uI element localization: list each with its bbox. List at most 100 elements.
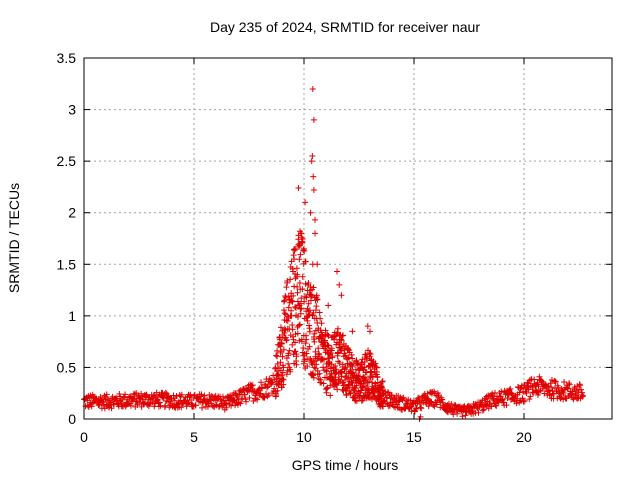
- data-point: [385, 403, 392, 410]
- data-point: [310, 173, 317, 180]
- data-point: [347, 390, 354, 397]
- data-point: [108, 405, 115, 412]
- data-point: [364, 323, 371, 330]
- data-point: [367, 351, 374, 358]
- data-point: [322, 327, 329, 334]
- data-point: [379, 378, 386, 385]
- data-point: [280, 381, 287, 388]
- data-point: [264, 393, 271, 400]
- data-point: [509, 392, 516, 399]
- data-point: [192, 402, 199, 409]
- data-point: [347, 389, 354, 396]
- data-point: [277, 359, 284, 366]
- data-point: [295, 243, 302, 250]
- data-point: [338, 347, 345, 354]
- data-point: [516, 389, 523, 396]
- data-point: [353, 382, 360, 389]
- data-point: [433, 401, 440, 408]
- data-point: [362, 376, 369, 383]
- data-point: [561, 379, 568, 386]
- data-point: [394, 401, 401, 408]
- data-point: [342, 364, 349, 371]
- data-point: [248, 382, 255, 389]
- data-point: [302, 199, 309, 206]
- data-point: [300, 344, 307, 351]
- y-tick-label: 3: [68, 102, 76, 118]
- data-point: [284, 367, 291, 374]
- data-point: [198, 391, 205, 398]
- data-point: [336, 281, 343, 288]
- data-point: [566, 381, 573, 388]
- x-tick-label: 5: [190, 429, 198, 445]
- x-tick-label: 20: [516, 429, 532, 445]
- data-point: [356, 392, 363, 399]
- data-point: [307, 209, 314, 216]
- data-point: [448, 400, 455, 407]
- data-point: [239, 395, 246, 402]
- data-point: [535, 383, 542, 390]
- y-tick-label: 0: [68, 411, 76, 427]
- data-point: [285, 352, 292, 359]
- data-point: [293, 353, 300, 360]
- data-point: [329, 354, 336, 361]
- data-point: [301, 356, 308, 363]
- data-point: [274, 387, 281, 394]
- data-point: [263, 384, 270, 391]
- data-point: [349, 363, 356, 370]
- data-point: [310, 309, 317, 316]
- data-point: [536, 373, 543, 380]
- data-point: [311, 330, 318, 337]
- data-point: [293, 361, 300, 368]
- data-point: [297, 306, 304, 313]
- data-point: [342, 374, 349, 381]
- y-tick-label: 1: [68, 308, 76, 324]
- data-point: [499, 396, 506, 403]
- data-point: [299, 286, 306, 293]
- y-tick-label: 2.5: [57, 153, 77, 169]
- data-point: [282, 294, 289, 301]
- data-point: [327, 382, 334, 389]
- data-point: [525, 386, 532, 393]
- data-point: [258, 379, 265, 386]
- data-point: [289, 326, 296, 333]
- data-point: [301, 298, 308, 305]
- data-point: [508, 390, 515, 397]
- data-point: [246, 394, 253, 401]
- data-point: [394, 404, 401, 411]
- data-point: [249, 382, 256, 389]
- data-point: [475, 409, 482, 416]
- data-point: [316, 351, 323, 358]
- data-point: [133, 390, 140, 397]
- data-point: [329, 374, 336, 381]
- data-point: [295, 322, 302, 329]
- data-point: [294, 271, 301, 278]
- data-point: [412, 405, 419, 412]
- data-point: [303, 336, 310, 343]
- data-point: [338, 292, 345, 299]
- data-point: [294, 289, 301, 296]
- data-point: [327, 392, 334, 399]
- data-point: [411, 397, 418, 404]
- data-point: [246, 387, 253, 394]
- data-point: [304, 317, 311, 324]
- y-tick-label: 3.5: [57, 50, 77, 66]
- data-point: [349, 355, 356, 362]
- data-point: [291, 256, 298, 263]
- data-point: [534, 379, 541, 386]
- data-point: [297, 310, 304, 317]
- data-point: [507, 385, 514, 392]
- data-point: [339, 332, 346, 339]
- data-point: [536, 388, 543, 395]
- data-point: [332, 381, 339, 388]
- data-point: [312, 230, 318, 237]
- data-point: [298, 305, 305, 312]
- data-point: [534, 392, 541, 399]
- data-point: [306, 328, 313, 335]
- data-point: [285, 304, 292, 311]
- chart-title: Day 235 of 2024, SRMTID for receiver nau…: [210, 19, 480, 35]
- data-point: [277, 324, 284, 331]
- data-point: [323, 374, 330, 381]
- data-point: [303, 294, 310, 301]
- data-point: [298, 295, 305, 302]
- data-point: [338, 336, 345, 343]
